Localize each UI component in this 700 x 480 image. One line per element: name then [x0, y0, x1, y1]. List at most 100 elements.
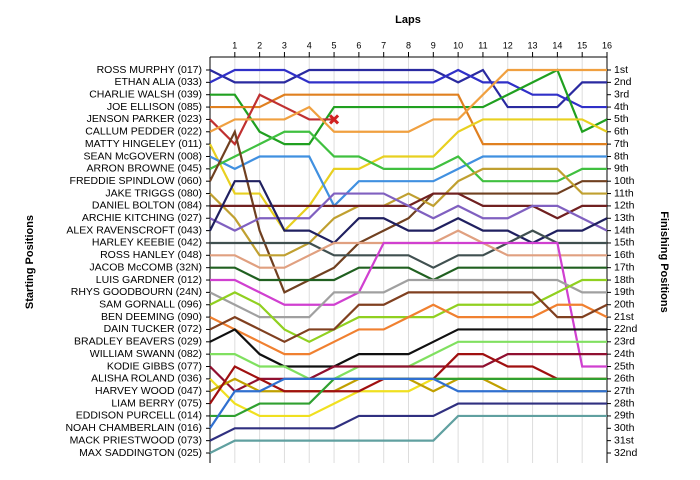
series-line [209, 353, 607, 393]
y2-tick-label: 18th [614, 274, 635, 286]
y2-tick-label: 7th [614, 138, 629, 150]
x-tick-label: 10 [453, 40, 463, 50]
x-tick-label: 4 [307, 40, 312, 50]
series-line [209, 414, 607, 454]
series-line [209, 180, 608, 245]
series-line [209, 68, 607, 109]
x-tick-label: 3 [282, 40, 287, 50]
y2-tick-label: 16th [614, 249, 635, 261]
x-tick-label: 1 [232, 40, 237, 50]
y-tick-label: MACK PRIESTWOOD (073) [70, 434, 202, 446]
y-tick-label: LIAM BERRY (075) [111, 397, 202, 409]
y2-tick-label: 21st [614, 311, 634, 323]
series-line [209, 130, 607, 183]
x-tick-label: 8 [406, 40, 411, 50]
series-line [209, 291, 608, 344]
y-tick-label: ALEX RAVENSCROFT (043) [66, 224, 202, 236]
y2-axis-label: Finishing Positions [658, 211, 670, 312]
series-line [209, 128, 607, 294]
y-tick-label: RHYS GOODBOURN (24N) [71, 286, 202, 298]
x-tick-label: 14 [552, 40, 562, 50]
chart-title: Laps [395, 14, 421, 26]
y2-tick-label: 27th [614, 385, 635, 397]
y2-tick-label: 17th [614, 261, 635, 273]
retired-marker [329, 114, 340, 125]
y-tick-label: ROSS HANLEY (048) [100, 249, 202, 261]
y-tick-label: KODIE GIBBS (077) [107, 360, 202, 372]
y2-tick-label: 20th [614, 299, 635, 311]
y-tick-label: LUIS GARDNER (012) [96, 274, 202, 286]
x-tick-label: 5 [332, 40, 337, 50]
y2-tick-label: 23rd [614, 336, 635, 348]
y2-tick-label: 28th [614, 397, 635, 409]
series-line [210, 266, 607, 282]
y-tick-label: HARVEY WOOD (047) [95, 385, 202, 397]
y-tick-label: ARCHIE KITCHING (027) [82, 212, 202, 224]
y2-tick-label: 25th [614, 360, 635, 372]
x-tick-label: 13 [528, 40, 538, 50]
x-tick-label: 2 [257, 40, 262, 50]
y2-tick-label: 11th [614, 187, 634, 199]
y2-tick-label: 22nd [614, 323, 638, 335]
y2-tick-label: 14th [614, 224, 635, 236]
series-line [209, 155, 607, 208]
series-line [209, 377, 607, 429]
series-line [209, 167, 607, 257]
x-tick-label: 12 [503, 40, 513, 50]
y-tick-label: JAKE TRIGGS (080) [105, 187, 202, 199]
series-line [210, 68, 608, 146]
y-tick-label: MAX SADDINGTON (025) [79, 447, 202, 459]
y-tick-label: ALISHA ROLAND (036) [91, 373, 202, 385]
x-tick-label: 7 [381, 40, 386, 50]
series-line [209, 68, 607, 109]
series-line [209, 328, 607, 368]
x-tick-label: 16 [602, 40, 612, 50]
series-line [209, 402, 607, 442]
y2-tick-label: 10th [614, 175, 635, 187]
series-line [210, 241, 607, 368]
y2-tick-label: 30th [614, 422, 635, 434]
series-line [209, 68, 607, 133]
y2-tick-label: 15th [614, 237, 635, 249]
y-tick-label: MATTY HINGELEY (011) [85, 138, 202, 150]
y2-tick-label: 2nd [614, 76, 632, 88]
y2-tick-label: 29th [614, 410, 635, 422]
x-tick-label: 6 [356, 40, 361, 50]
y2-tick-label: 8th [614, 150, 629, 162]
y-tick-label: ETHAN ALIA (033) [114, 76, 202, 88]
y-axis-label: Starting Positions [24, 215, 36, 309]
y-tick-label: SAM GORNALL (096) [99, 299, 202, 311]
y-tick-label: CHARLIE WALSH (039) [89, 88, 202, 100]
y2-tick-label: 12th [614, 200, 635, 212]
y-tick-label: EDDISON PURCELL (014) [76, 410, 202, 422]
y2-tick-label: 3rd [614, 88, 629, 100]
series-line [210, 229, 607, 269]
x-tick-label: 11 [478, 40, 487, 50]
y-tick-label: BEN DEEMING (090) [101, 311, 202, 323]
y-tick-label: JACOB McCOMB (32N) [89, 261, 202, 273]
y-tick-label: NOAH CHAMBERLAIN (016) [65, 422, 202, 434]
y2-tick-label: 19th [614, 286, 635, 298]
series-line [210, 93, 607, 146]
y2-tick-label: 24th [614, 348, 635, 360]
y2-tick-label: 4th [614, 101, 629, 113]
y-tick-label: CALLUM PEDDER (022) [85, 126, 202, 138]
y-tick-label: HARLEY KEEBIE (042) [92, 237, 202, 249]
y-tick-label: DANIEL BOLTON (084) [92, 200, 202, 212]
y2-tick-label: 1st [614, 64, 628, 76]
y2-tick-label: 31st [614, 434, 634, 446]
y2-tick-label: 5th [614, 113, 629, 125]
y-tick-label: ROSS MURPHY (017) [97, 64, 202, 76]
y2-tick-label: 13th [614, 212, 635, 224]
y2-tick-label: 32nd [614, 447, 638, 459]
y-tick-label: BRADLEY BEAVERS (029) [74, 336, 202, 348]
y2-tick-label: 9th [614, 163, 629, 175]
x-tick-label: 15 [577, 40, 587, 50]
y-tick-label: JENSON PARKER (023) [87, 113, 202, 125]
series-line [209, 278, 607, 319]
y-tick-label: ARRON BROWNE (045) [86, 163, 202, 175]
y-tick-label: SEAN McGOVERN (008) [84, 150, 202, 162]
y-tick-label: JOE ELLISON (085) [107, 101, 202, 113]
y-tick-label: DAIN TUCKER (072) [104, 323, 202, 335]
